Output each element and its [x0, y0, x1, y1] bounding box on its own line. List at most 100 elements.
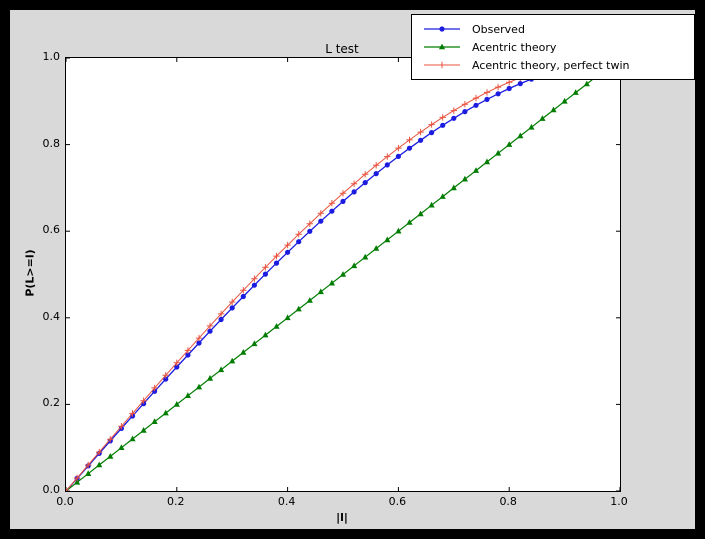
- triangle-marker: [118, 444, 125, 450]
- plus-marker: [162, 372, 169, 379]
- triangle-marker: [339, 271, 347, 277]
- triangle-marker: [140, 427, 147, 433]
- plus-marker: [339, 190, 347, 197]
- triangle-marker: [317, 288, 324, 295]
- plus-marker: [317, 210, 324, 217]
- circle-marker: [506, 85, 512, 92]
- plus-marker: [195, 334, 203, 342]
- triangle-marker: [273, 323, 280, 329]
- plus-marker: [384, 153, 391, 160]
- triangle-marker: [373, 245, 380, 251]
- triangle-marker: [539, 115, 546, 121]
- triangle-marker: [483, 158, 491, 165]
- circle-marker: [462, 109, 468, 115]
- plus-marker: [107, 436, 114, 443]
- plus-marker: [140, 397, 147, 404]
- figure-canvas: L test P(L>=l) |l| Observed Acentric theo…: [10, 10, 695, 529]
- legend-box: Observed Acentric theory Acentric theory, …: [411, 14, 695, 80]
- y-tick-label: 0.0: [42, 483, 61, 496]
- circle-marker: [251, 282, 257, 288]
- plus-marker: [306, 220, 313, 227]
- plus-marker: [85, 461, 92, 469]
- legend-label: Acentric theory: [472, 40, 557, 54]
- triangle-marker: [107, 453, 114, 459]
- triangle-marker: [395, 227, 402, 234]
- plus-marker: [217, 310, 225, 318]
- circle-marker: [406, 145, 413, 151]
- triangle-marker: [262, 331, 269, 338]
- plus-marker: [461, 101, 469, 108]
- circle-marker: [207, 328, 213, 334]
- legend-entry: Acentric theory: [422, 38, 684, 56]
- y-tick-label: 0.6: [42, 223, 61, 237]
- triangle-marker: [583, 80, 590, 87]
- triangle-marker: [384, 236, 391, 243]
- plus-marker: [118, 423, 125, 430]
- x-tick-label: 0.4: [277, 495, 296, 508]
- plus-marker: [350, 180, 358, 187]
- plus-marker: [506, 79, 513, 86]
- y-tick-label: 1.0: [42, 50, 61, 63]
- circle-marker: [262, 271, 268, 277]
- plus-marker: [206, 322, 214, 330]
- legend-label: Observed: [472, 22, 525, 36]
- plus-marker: [262, 264, 269, 271]
- plus-marker: [229, 298, 236, 306]
- triangle-marker: [284, 314, 291, 321]
- circle-marker: [451, 115, 457, 121]
- circle-marker: [340, 198, 346, 204]
- plus-marker: [184, 347, 192, 354]
- triangle-marker: [218, 366, 225, 373]
- triangle-marker: [173, 401, 180, 407]
- x-tick-label: 0.0: [56, 495, 74, 508]
- triangle-marker: [151, 418, 158, 424]
- circle-marker: [163, 376, 169, 382]
- plus-marker: [96, 448, 103, 456]
- plot-title: L test: [325, 42, 359, 56]
- plus-marker: [450, 107, 457, 114]
- legend-line-sample: [424, 43, 460, 50]
- plus-marker: [151, 384, 158, 392]
- triangle-marker: [406, 219, 413, 225]
- circle-marker: [218, 316, 224, 323]
- legend-entry: Observed: [422, 20, 684, 38]
- triangle-marker: [517, 132, 524, 139]
- triangle-marker: [351, 262, 358, 269]
- series-observed-markers: [66, 72, 545, 491]
- circle-marker: [273, 260, 280, 266]
- triangle-marker: [439, 193, 446, 199]
- circle-marker: [395, 153, 401, 159]
- circle-marker: [362, 180, 368, 186]
- circle-marker: [229, 305, 235, 311]
- circle-marker: [351, 189, 357, 195]
- circle-marker: [495, 91, 501, 97]
- plus-marker: [428, 121, 435, 128]
- plus-marker: [483, 89, 491, 96]
- triangle-marker: [328, 279, 335, 286]
- plus-marker: [373, 162, 380, 169]
- triangle-marker: [417, 210, 424, 217]
- plus-marker: [395, 144, 402, 152]
- plot-area: [65, 57, 621, 492]
- circle-marker: [418, 137, 424, 143]
- legend-entry: Acentric theory, perfect twin: [422, 56, 684, 74]
- plus-marker: [284, 241, 291, 249]
- circle-marker: [373, 171, 379, 177]
- plus-marker: [328, 200, 336, 207]
- triangle-marker: [85, 470, 92, 476]
- series-acentric-theory-markers: [66, 71, 601, 491]
- circle-marker: [473, 102, 479, 108]
- triangle-marker: [74, 478, 81, 485]
- triangle-marker: [229, 357, 236, 364]
- plus-marker: [438, 61, 446, 69]
- circle-marker: [384, 162, 390, 168]
- triangle-marker: [550, 106, 557, 113]
- circle-marker: [307, 228, 313, 234]
- plus-marker: [240, 287, 247, 294]
- y-tick-label: 0.8: [42, 136, 61, 150]
- x-tick-label: 1.0: [610, 495, 628, 508]
- triangle-marker: [472, 167, 480, 173]
- triangle-marker: [96, 461, 103, 468]
- triangle-marker: [251, 340, 258, 347]
- x-tick-label: 0.8: [499, 495, 517, 508]
